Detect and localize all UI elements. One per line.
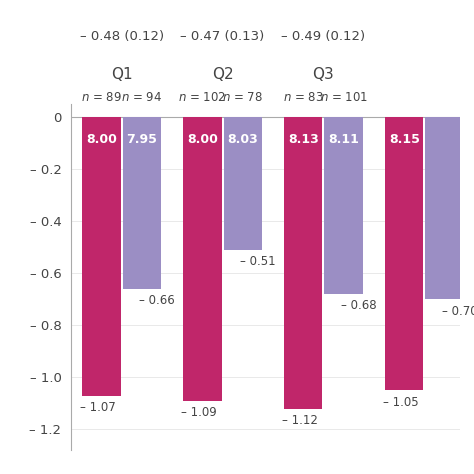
Text: $n$ = 101: $n$ = 101 (319, 91, 368, 104)
Text: $n$ = 94: $n$ = 94 (121, 91, 162, 104)
Text: 8.00: 8.00 (86, 133, 117, 146)
Text: 8.03: 8.03 (228, 133, 258, 146)
Bar (123, 117, 161, 289)
Text: Q1: Q1 (111, 67, 132, 82)
Bar (183, 117, 221, 401)
Text: 7.95: 7.95 (127, 133, 157, 146)
Text: Q3: Q3 (313, 67, 334, 82)
Text: – 0.48 (0.12): – 0.48 (0.12) (80, 30, 164, 43)
Bar (385, 117, 423, 391)
Text: – 0.49 (0.12): – 0.49 (0.12) (282, 30, 365, 43)
Text: $n$ = 78: $n$ = 78 (222, 91, 263, 104)
Bar (82, 117, 120, 396)
Text: – 1.09: – 1.09 (182, 406, 217, 419)
Text: $n$ = 83: $n$ = 83 (283, 91, 324, 104)
Text: 8.15: 8.15 (389, 133, 419, 146)
Text: 8.11: 8.11 (328, 133, 359, 146)
Text: – 0.47 (0.13): – 0.47 (0.13) (181, 30, 264, 43)
Bar (325, 117, 363, 294)
Text: 8.13: 8.13 (288, 133, 319, 146)
Bar (426, 117, 464, 300)
Text: – 0.66: – 0.66 (139, 294, 175, 307)
Text: $n$ = 89: $n$ = 89 (81, 91, 122, 104)
Text: – 0.68: – 0.68 (341, 300, 377, 312)
Text: – 0.51: – 0.51 (240, 255, 276, 268)
Text: 8.00: 8.00 (187, 133, 218, 146)
Bar (224, 117, 262, 250)
Text: Q2: Q2 (212, 67, 233, 82)
Text: $n$ = 102: $n$ = 102 (178, 91, 227, 104)
Text: – 1.12: – 1.12 (283, 414, 318, 427)
Text: – 1.05: – 1.05 (383, 396, 419, 409)
Bar (284, 117, 322, 409)
Text: – 1.07: – 1.07 (81, 401, 116, 414)
Text: – 0.70: – 0.70 (442, 305, 474, 318)
